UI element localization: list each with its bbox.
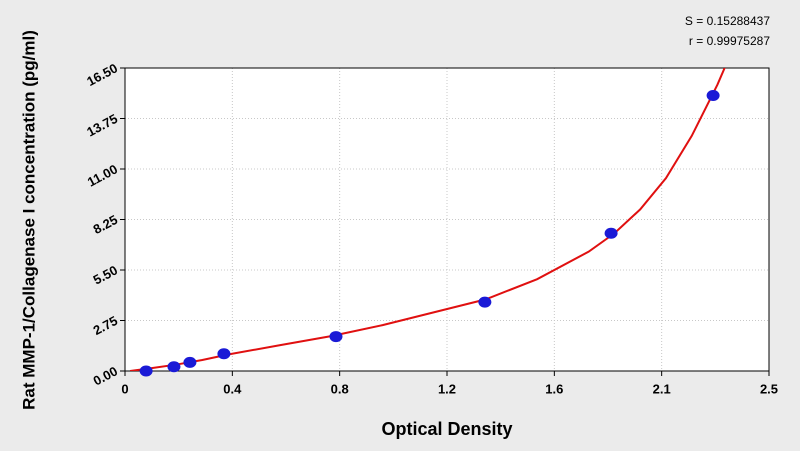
data-point (167, 361, 181, 373)
data-point (604, 227, 618, 239)
x-tick-label: 1.2 (438, 381, 456, 396)
x-tick-label: 0 (121, 381, 128, 396)
data-point (478, 296, 492, 308)
data-point (329, 331, 343, 343)
x-tick-label: 2.5 (760, 381, 778, 396)
annotation: r = 0.99975287 (689, 34, 770, 48)
annotation: S = 0.15288437 (685, 14, 770, 28)
x-tick-label: 1.6 (545, 381, 563, 396)
data-point (706, 90, 720, 102)
data-point (217, 348, 231, 360)
y-axis-title: Rat MMP-1/Collagenase I concentration (p… (19, 30, 38, 410)
x-tick-label: 0.8 (331, 381, 349, 396)
x-axis-title: Optical Density (381, 419, 512, 439)
data-point (183, 356, 197, 368)
x-tick-label: 0.4 (223, 381, 242, 396)
data-point (139, 365, 153, 377)
plot-frame (124, 67, 770, 372)
x-tick-label: 2.1 (653, 381, 671, 396)
fit-curve (130, 68, 726, 371)
